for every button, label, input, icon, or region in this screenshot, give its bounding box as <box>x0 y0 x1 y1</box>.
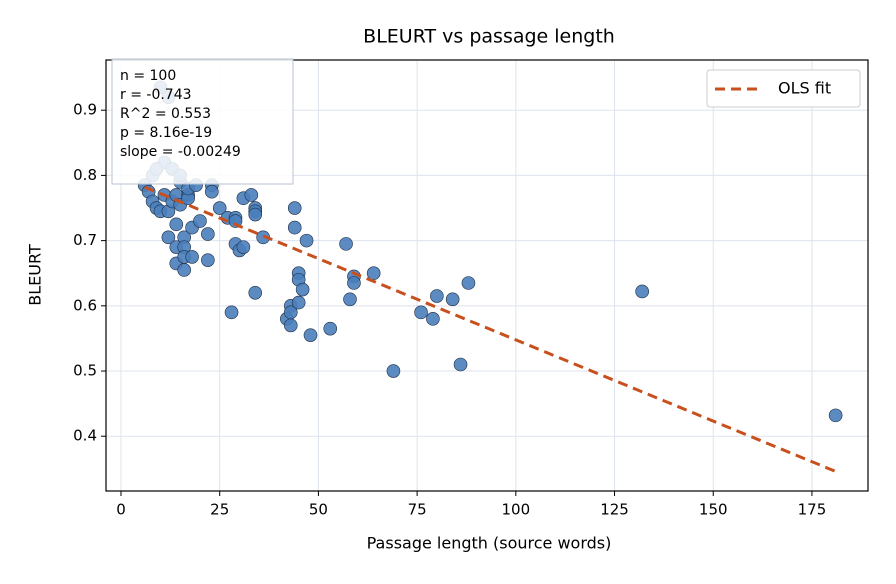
x-tick-label: 175 <box>798 501 827 519</box>
point <box>366 266 381 281</box>
stats-box <box>111 58 294 185</box>
point <box>461 276 476 290</box>
x-tick-label: 25 <box>210 501 229 519</box>
point <box>414 305 428 320</box>
stats-text: p = 8.16e-19 <box>120 125 212 141</box>
y-tick-label: 0.9 <box>73 101 97 119</box>
point <box>828 408 843 423</box>
point <box>283 318 298 333</box>
fit-line <box>144 185 837 473</box>
x-tick-label: 75 <box>408 501 427 519</box>
y-tick-label: 0.5 <box>73 362 97 380</box>
legend-label: OLS fit <box>778 79 831 98</box>
point <box>287 220 302 235</box>
point <box>303 328 318 342</box>
x-axis-label: Passage length (source words) <box>367 534 612 553</box>
point <box>161 230 176 245</box>
stats-text: r = -0.743 <box>120 87 192 103</box>
x-tick-label: 50 <box>309 501 328 519</box>
point <box>339 237 353 251</box>
point <box>287 201 302 215</box>
point <box>453 357 468 372</box>
point <box>299 233 314 248</box>
point <box>185 250 199 264</box>
point <box>347 276 361 290</box>
point <box>248 207 263 222</box>
point <box>445 292 460 307</box>
point <box>248 285 263 300</box>
point <box>212 201 227 215</box>
point <box>201 227 215 241</box>
x-tick-label: 150 <box>699 501 728 519</box>
legend-box <box>706 69 861 108</box>
point <box>430 289 444 303</box>
x-tick-label: 125 <box>600 501 629 519</box>
axes-frame <box>105 59 869 492</box>
point <box>386 364 401 378</box>
point <box>323 321 338 336</box>
y-tick-label: 0.6 <box>73 296 97 314</box>
chart-title: BLEURT vs passage length <box>363 26 615 48</box>
y-tick-label: 0.8 <box>73 166 97 184</box>
stats-text: n = 100 <box>120 68 176 84</box>
y-axis-label: BLEURT <box>26 244 45 306</box>
point <box>343 292 357 307</box>
point <box>201 253 215 267</box>
y-tick-label: 0.7 <box>73 231 97 249</box>
point <box>426 312 440 326</box>
point <box>244 188 259 202</box>
point <box>635 284 649 299</box>
point <box>205 184 219 199</box>
point <box>236 240 251 254</box>
x-tick-label: 0 <box>116 501 126 519</box>
stats-text: slope = -0.00249 <box>120 144 241 160</box>
stats-text: R^2 = 0.553 <box>120 106 211 122</box>
point <box>224 305 239 320</box>
y-tick-label: 0.4 <box>73 427 97 445</box>
point <box>291 295 306 310</box>
point <box>193 214 207 228</box>
point <box>295 282 310 297</box>
point <box>177 263 191 277</box>
x-tick-label: 100 <box>502 501 531 519</box>
point <box>169 217 184 232</box>
